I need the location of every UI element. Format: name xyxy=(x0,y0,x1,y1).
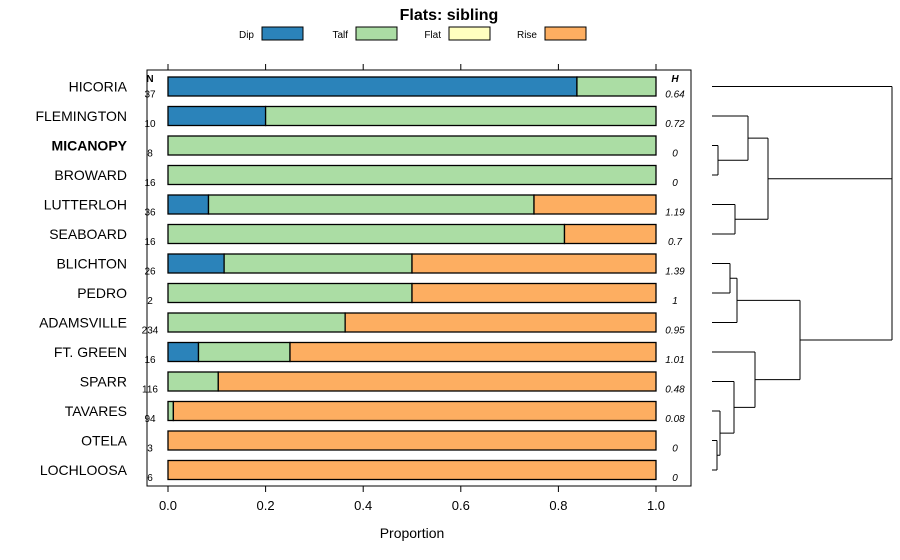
h-value-tavares: 0.08 xyxy=(665,414,685,425)
category-label-blichton: BLICHTON xyxy=(56,256,127,272)
legend-swatch-talf xyxy=(355,26,398,41)
n-value-sparr: 116 xyxy=(142,385,158,396)
bar-talf-flemington xyxy=(264,105,657,127)
h-value-otela: 0 xyxy=(672,444,678,455)
bar-rise-lochloosa xyxy=(167,459,657,481)
bar-talf-hicoria xyxy=(576,76,657,97)
h-value-blichton: 1.39 xyxy=(665,267,685,278)
h-value-seaboard: 0.7 xyxy=(668,237,682,248)
bar-talf-pedro xyxy=(167,282,413,304)
category-label-tavares: TAVARES xyxy=(65,403,127,419)
bar-rise-tavares xyxy=(172,400,657,422)
h-value-sparr: 0.48 xyxy=(665,385,685,396)
legend: Dip Talf Flat Rise xyxy=(239,26,587,41)
category-label-broward: BROWARD xyxy=(54,167,127,183)
h-value-ft-green: 1.01 xyxy=(665,355,684,366)
dendrogram xyxy=(712,86,893,471)
category-label-hicoria: HICORIA xyxy=(69,79,128,95)
n-column-header: N xyxy=(146,74,153,85)
x-tick-label-3: 0.6 xyxy=(452,498,470,513)
h-value-lochloosa: 0 xyxy=(672,473,678,484)
bars-layer xyxy=(167,76,657,481)
n-value-pedro: 2 xyxy=(147,296,153,307)
bar-rise-ft-green xyxy=(289,341,657,363)
bar-rise-lutterloh xyxy=(533,194,657,215)
h-value-lutterloh: 1.19 xyxy=(665,208,685,219)
h-value-hicoria: 0.64 xyxy=(665,90,685,101)
h-value-micanopy: 0 xyxy=(672,149,678,160)
category-label-otela: OTELA xyxy=(81,433,128,449)
n-value-micanopy: 8 xyxy=(147,149,153,160)
category-label-pedro: PEDRO xyxy=(77,285,127,301)
category-label-seaboard: SEABOARD xyxy=(49,226,127,242)
x-tick-label-2: 0.4 xyxy=(354,498,372,513)
bar-dip-ft-green xyxy=(167,341,200,363)
chart-title: Flats: sibling xyxy=(400,7,499,24)
legend-swatch-rise xyxy=(544,26,587,41)
bar-talf-tavares xyxy=(167,400,175,422)
x-tick-label-4: 0.8 xyxy=(549,498,567,513)
h-value-flemington: 0.72 xyxy=(665,119,685,130)
n-value-lutterloh: 36 xyxy=(144,208,156,219)
x-tick-label-0: 0.0 xyxy=(159,498,177,513)
n-value-hicoria: 37 xyxy=(144,90,156,101)
bar-talf-lutterloh xyxy=(207,194,535,215)
legend-swatch-flat xyxy=(448,26,491,41)
category-label-ft-green: FT. GREEN xyxy=(54,344,127,360)
bar-dip-blichton xyxy=(167,253,225,274)
category-label-flemington: FLEMINGTON xyxy=(35,108,127,124)
bar-rise-blichton xyxy=(411,253,657,274)
legend-label-dip: Dip xyxy=(239,30,254,41)
x-tick-label-1: 0.2 xyxy=(257,498,275,513)
n-value-seaboard: 16 xyxy=(144,237,156,248)
bar-dip-lutterloh xyxy=(167,194,210,215)
plot-panel xyxy=(146,69,692,487)
category-label-adamsville: ADAMSVILLE xyxy=(39,315,127,331)
bar-rise-seaboard xyxy=(563,223,657,245)
bar-rise-pedro xyxy=(411,282,657,304)
bar-dip-hicoria xyxy=(167,76,578,97)
bar-talf-sparr xyxy=(167,371,219,392)
n-value-tavares: 94 xyxy=(144,414,156,425)
category-label-sparr: SPARR xyxy=(80,374,127,390)
bar-rise-sparr xyxy=(217,371,657,392)
bar-rise-adamsville xyxy=(344,312,657,333)
x-axis-label: Proportion xyxy=(380,525,445,541)
legend-swatch-dip xyxy=(261,26,304,41)
bar-dip-flemington xyxy=(167,105,267,127)
category-label-micanopy: MICANOPY xyxy=(52,138,128,154)
n-value-ft-green: 16 xyxy=(144,355,156,366)
bar-rise-otela xyxy=(167,430,657,451)
category-label-lochloosa: LOCHLOOSA xyxy=(40,462,128,478)
h-value-adamsville: 0.95 xyxy=(665,326,685,337)
legend-label-flat: Flat xyxy=(424,30,441,41)
h-value-broward: 0 xyxy=(672,178,678,189)
bar-talf-ft-green xyxy=(197,341,291,363)
n-value-broward: 16 xyxy=(144,178,156,189)
bar-talf-micanopy xyxy=(167,135,657,156)
n-value-otela: 3 xyxy=(147,444,153,455)
h-column-header: H xyxy=(671,74,679,85)
x-tick-label-5: 1.0 xyxy=(647,498,665,513)
n-value-flemington: 10 xyxy=(144,119,156,130)
bar-talf-blichton xyxy=(223,253,413,274)
legend-label-talf: Talf xyxy=(332,30,348,41)
bar-talf-broward xyxy=(167,164,657,186)
n-value-blichton: 26 xyxy=(144,267,156,278)
category-label-lutterloh: LUTTERLOH xyxy=(44,197,127,213)
h-labels: 0.64 0.72 0 0 1.19 0.7 1.39 1 0.95 1.01 0.48 0.08 0 0 xyxy=(665,90,685,485)
bar-talf-seaboard xyxy=(167,223,566,245)
category-labels: HICORIA FLEMINGTON MICANOPY BROWARD LUTTERLO… xyxy=(35,79,127,479)
x-axis: 0.0 0.2 0.4 0.6 0.8 1.0 xyxy=(159,64,665,513)
h-value-pedro: 1 xyxy=(672,296,678,307)
n-value-adamsville: 234 xyxy=(142,326,159,337)
bar-talf-adamsville xyxy=(167,312,346,333)
legend-label-rise: Rise xyxy=(517,30,537,41)
n-value-lochloosa: 6 xyxy=(147,473,153,484)
